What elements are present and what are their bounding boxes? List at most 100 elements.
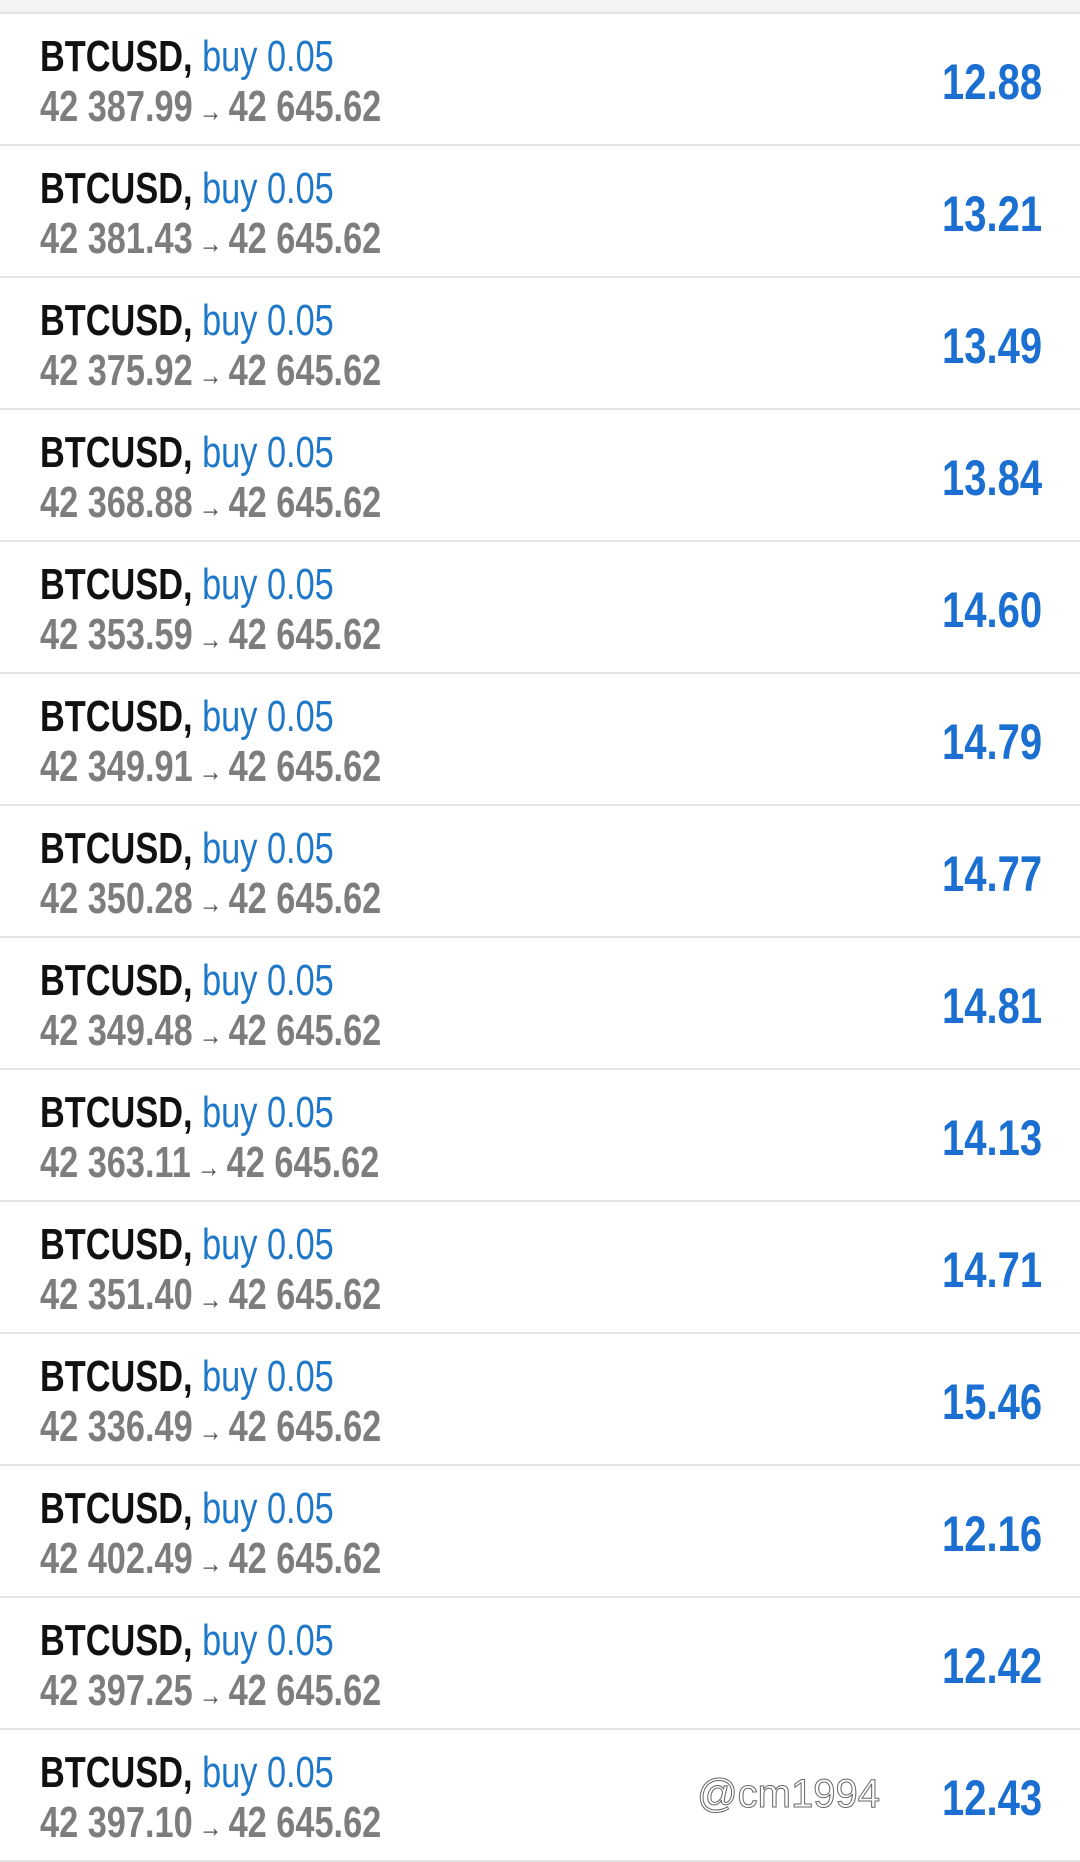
open-price: 42 349.91 [40, 742, 193, 791]
symbol: BTCUSD, [40, 296, 193, 345]
symbol: BTCUSD, [40, 692, 193, 741]
profit-value: 14.60 [941, 582, 1042, 638]
profit-value: 13.21 [941, 186, 1042, 242]
trade-side-volume: buy 0.05 [202, 1748, 334, 1797]
open-price: 42 402.49 [40, 1534, 193, 1583]
current-price: 42 645.62 [228, 1006, 382, 1055]
position-row[interactable]: BTCUSD, buy 0.05 42 387.99 → 42 645.62 12.88 [0, 14, 1080, 146]
symbol: BTCUSD, [40, 164, 193, 213]
arrow-right-icon: → [198, 623, 223, 656]
trade-side-volume: buy 0.05 [202, 1220, 334, 1269]
position-title: BTCUSD, buy 0.05 [40, 826, 334, 872]
open-price: 42 351.40 [40, 1270, 193, 1319]
symbol: BTCUSD, [40, 1220, 193, 1269]
position-row[interactable]: BTCUSD, buy 0.05 42 375.92 → 42 645.62 13.49 [0, 278, 1080, 410]
arrow-right-icon: → [198, 95, 223, 128]
position-row[interactable]: BTCUSD, buy 0.05 42 353.59 → 42 645.62 14.60 [0, 542, 1080, 674]
profit-value: 13.49 [941, 318, 1042, 374]
current-price: 42 645.62 [228, 1798, 382, 1847]
trade-side-volume: buy 0.05 [202, 428, 334, 477]
price-line: 42 336.49 → 42 645.62 [40, 1404, 381, 1455]
current-price: 42 645.62 [228, 478, 382, 527]
arrow-right-icon: → [198, 887, 223, 920]
profit-value: 13.84 [941, 450, 1042, 506]
arrow-right-icon: → [198, 755, 223, 788]
current-price: 42 645.62 [228, 742, 382, 791]
symbol: BTCUSD, [40, 32, 193, 81]
symbol: BTCUSD, [40, 1088, 193, 1137]
symbol: BTCUSD, [40, 1484, 193, 1533]
position-title: BTCUSD, buy 0.05 [40, 1750, 334, 1796]
position-row[interactable]: BTCUSD, buy 0.05 42 349.48 → 42 645.62 14.81 [0, 938, 1080, 1070]
position-title: BTCUSD, buy 0.05 [40, 430, 334, 476]
top-bar [0, 0, 1080, 14]
position-row[interactable]: BTCUSD, buy 0.05 42 397.25 → 42 645.62 12.42 [0, 1598, 1080, 1730]
arrow-right-icon: → [198, 1679, 223, 1712]
position-row[interactable]: BTCUSD, buy 0.05 42 349.91 → 42 645.62 14.79 [0, 674, 1080, 806]
current-price: 42 645.62 [228, 874, 382, 923]
position-title: BTCUSD, buy 0.05 [40, 1090, 334, 1136]
price-line: 42 397.10 → 42 645.62 [40, 1800, 381, 1851]
current-price: 42 645.62 [228, 346, 382, 395]
current-price: 42 645.62 [228, 82, 382, 131]
arrow-right-icon: → [198, 491, 223, 524]
profit-value: 14.13 [941, 1110, 1042, 1166]
open-price: 42 381.43 [40, 214, 193, 263]
open-price: 42 349.48 [40, 1006, 193, 1055]
profit-value: 14.77 [941, 846, 1042, 902]
profit-value: 14.71 [941, 1242, 1042, 1298]
profit-value: 14.79 [941, 714, 1042, 770]
current-price: 42 645.62 [226, 1138, 380, 1187]
price-line: 42 351.40 → 42 645.62 [40, 1272, 381, 1323]
position-row[interactable]: BTCUSD, buy 0.05 42 381.43 → 42 645.62 13.21 [0, 146, 1080, 278]
open-price: 42 336.49 [40, 1402, 193, 1451]
position-row[interactable]: BTCUSD, buy 0.05 42 350.28 → 42 645.62 14.77 [0, 806, 1080, 938]
trade-side-volume: buy 0.05 [202, 32, 334, 81]
price-line: 42 402.49 → 42 645.62 [40, 1536, 381, 1587]
position-row[interactable]: BTCUSD, buy 0.05 42 363.11 → 42 645.62 14.13 [0, 1070, 1080, 1202]
position-row[interactable]: BTCUSD, buy 0.05 42 402.49 → 42 645.62 12.16 [0, 1466, 1080, 1598]
current-price: 42 645.62 [228, 610, 382, 659]
position-title: BTCUSD, buy 0.05 [40, 298, 334, 344]
current-price: 42 645.62 [228, 214, 382, 263]
arrow-right-icon: → [197, 1151, 221, 1184]
position-row[interactable]: BTCUSD, buy 0.05 42 351.40 → 42 645.62 14.71 [0, 1202, 1080, 1334]
trade-side-volume: buy 0.05 [202, 560, 334, 609]
arrow-right-icon: → [198, 1547, 223, 1580]
trade-side-volume: buy 0.05 [202, 164, 334, 213]
position-row[interactable]: BTCUSD, buy 0.05 42 397.10 → 42 645.62 12.43 [0, 1730, 1080, 1862]
open-price: 42 353.59 [40, 610, 193, 659]
symbol: BTCUSD, [40, 1352, 193, 1401]
arrow-right-icon: → [198, 359, 223, 392]
trade-side-volume: buy 0.05 [202, 296, 334, 345]
position-title: BTCUSD, buy 0.05 [40, 1618, 334, 1664]
profit-value: 14.81 [941, 978, 1042, 1034]
symbol: BTCUSD, [40, 824, 193, 873]
position-title: BTCUSD, buy 0.05 [40, 166, 334, 212]
open-price: 42 375.92 [40, 346, 193, 395]
symbol: BTCUSD, [40, 428, 193, 477]
open-price: 42 363.11 [40, 1138, 191, 1187]
arrow-right-icon: → [198, 1811, 223, 1844]
profit-value: 12.42 [941, 1638, 1042, 1694]
profit-value: 12.16 [941, 1506, 1042, 1562]
trade-side-volume: buy 0.05 [202, 956, 334, 1005]
price-line: 42 349.91 → 42 645.62 [40, 744, 381, 795]
open-price: 42 387.99 [40, 82, 193, 131]
current-price: 42 645.62 [228, 1402, 382, 1451]
trade-side-volume: buy 0.05 [202, 1616, 334, 1665]
arrow-right-icon: → [198, 1019, 223, 1052]
open-price: 42 350.28 [40, 874, 193, 923]
price-line: 42 368.88 → 42 645.62 [40, 480, 381, 531]
current-price: 42 645.62 [228, 1534, 382, 1583]
trade-side-volume: buy 0.05 [202, 824, 334, 873]
position-title: BTCUSD, buy 0.05 [40, 694, 334, 740]
open-price: 42 397.25 [40, 1666, 193, 1715]
position-row[interactable]: BTCUSD, buy 0.05 42 336.49 → 42 645.62 15.46 [0, 1334, 1080, 1466]
trade-side-volume: buy 0.05 [202, 1352, 334, 1401]
positions-list: BTCUSD, buy 0.05 42 387.99 → 42 645.62 12.88… [0, 14, 1080, 1862]
trade-side-volume: buy 0.05 [202, 1484, 334, 1533]
position-row[interactable]: BTCUSD, buy 0.05 42 368.88 → 42 645.62 13.84 [0, 410, 1080, 542]
position-title: BTCUSD, buy 0.05 [40, 34, 334, 80]
position-title: BTCUSD, buy 0.05 [40, 1486, 334, 1532]
